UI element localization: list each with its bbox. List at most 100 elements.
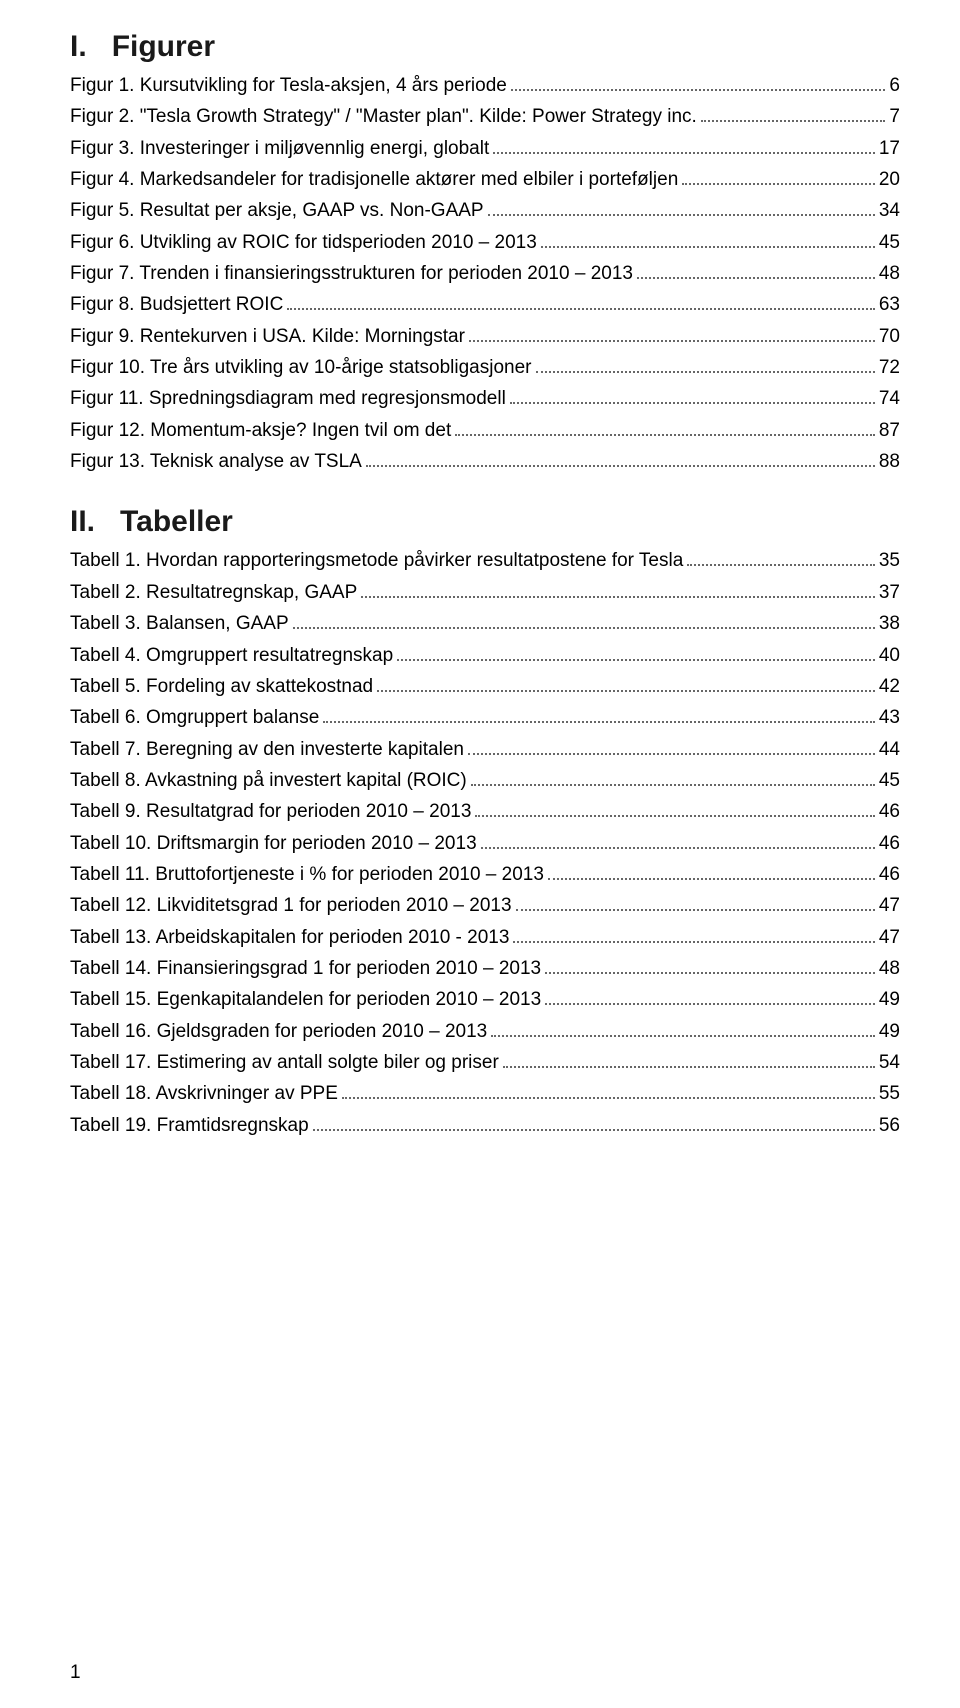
toc-label: Figur 11. Spredningsdiagram med regresjo…: [70, 383, 506, 414]
leader-dots: [455, 419, 875, 436]
toc-entry: Tabell 2. Resultatregnskap, GAAP 37: [70, 577, 900, 608]
toc-label: Figur 10. Tre års utvikling av 10-årige …: [70, 352, 532, 383]
section-heading-figurer: I. Figurer: [70, 30, 900, 64]
toc-entry: Tabell 12. Likviditetsgrad 1 for periode…: [70, 890, 900, 921]
toc-list-tabeller: Tabell 1. Hvordan rapporteringsmetode på…: [70, 545, 900, 1141]
leader-dots: [516, 894, 875, 911]
leader-dots: [323, 706, 875, 723]
leader-dots: [313, 1113, 875, 1130]
leader-dots: [475, 800, 874, 817]
toc-label: Tabell 10. Driftsmargin for perioden 201…: [70, 828, 477, 859]
leader-dots: [548, 863, 875, 880]
toc-page: 48: [879, 258, 900, 289]
leader-dots: [536, 356, 875, 373]
toc-entry: Figur 11. Spredningsdiagram med regresjo…: [70, 383, 900, 414]
leader-dots: [513, 925, 874, 942]
toc-label: Tabell 4. Omgruppert resultatregnskap: [70, 640, 393, 671]
leader-dots: [541, 231, 875, 248]
leader-dots: [682, 168, 875, 185]
toc-page: 7: [889, 101, 900, 132]
toc-label: Tabell 13. Arbeidskapitalen for perioden…: [70, 922, 509, 953]
section-title-1: Figurer: [112, 30, 215, 63]
toc-page: 37: [879, 577, 900, 608]
toc-label: Tabell 2. Resultatregnskap, GAAP: [70, 577, 357, 608]
toc-entry: Figur 3. Investeringer i miljøvennlig en…: [70, 133, 900, 164]
leader-dots: [511, 74, 886, 91]
toc-page: 45: [879, 765, 900, 796]
toc-page: 56: [879, 1110, 900, 1141]
toc-entry: Figur 2. "Tesla Growth Strategy" / "Mast…: [70, 101, 900, 132]
toc-label: Tabell 14. Finansieringsgrad 1 for perio…: [70, 953, 541, 984]
document-page: I. Figurer Figur 1. Kursutvikling for Te…: [0, 0, 960, 1708]
leader-dots: [397, 643, 875, 660]
leader-dots: [493, 137, 875, 154]
toc-label: Tabell 8. Avkastning på investert kapita…: [70, 765, 467, 796]
toc-entry: Tabell 3. Balansen, GAAP 38: [70, 608, 900, 639]
toc-page: 49: [879, 1016, 900, 1047]
toc-entry: Tabell 16. Gjeldsgraden for perioden 201…: [70, 1016, 900, 1047]
toc-label: Figur 12. Momentum-aksje? Ingen tvil om …: [70, 415, 451, 446]
toc-page: 46: [879, 828, 900, 859]
toc-label: Tabell 19. Framtidsregnskap: [70, 1110, 309, 1141]
toc-label: Figur 5. Resultat per aksje, GAAP vs. No…: [70, 195, 484, 226]
toc-entry: Tabell 1. Hvordan rapporteringsmetode på…: [70, 545, 900, 576]
toc-label: Tabell 12. Likviditetsgrad 1 for periode…: [70, 890, 512, 921]
toc-label: Figur 6. Utvikling av ROIC for tidsperio…: [70, 227, 537, 258]
toc-entry: Tabell 6. Omgruppert balanse 43: [70, 702, 900, 733]
toc-page: 42: [879, 671, 900, 702]
toc-label: Tabell 16. Gjeldsgraden for perioden 201…: [70, 1016, 487, 1047]
section-heading-tabeller: II. Tabeller: [70, 505, 900, 539]
toc-page: 74: [879, 383, 900, 414]
toc-page: 47: [879, 890, 900, 921]
toc-page: 46: [879, 796, 900, 827]
page-number: 1: [70, 1662, 81, 1684]
toc-page: 63: [879, 289, 900, 320]
leader-dots: [287, 293, 875, 310]
toc-entry: Figur 9. Rentekurven i USA. Kilde: Morni…: [70, 321, 900, 352]
toc-page: 72: [879, 352, 900, 383]
leader-dots: [491, 1019, 875, 1036]
toc-label: Tabell 3. Balansen, GAAP: [70, 608, 289, 639]
toc-page: 49: [879, 984, 900, 1015]
toc-page: 46: [879, 859, 900, 890]
toc-page: 20: [879, 164, 900, 195]
section-roman-2: II.: [70, 505, 95, 538]
toc-label: Figur 2. "Tesla Growth Strategy" / "Mast…: [70, 101, 697, 132]
toc-entry: Tabell 4. Omgruppert resultatregnskap 40: [70, 640, 900, 671]
toc-label: Tabell 1. Hvordan rapporteringsmetode på…: [70, 545, 683, 576]
toc-page: 34: [879, 195, 900, 226]
toc-page: 55: [879, 1078, 900, 1109]
section-title-2: Tabeller: [120, 505, 233, 538]
toc-page: 40: [879, 640, 900, 671]
toc-label: Tabell 15. Egenkapitalandelen for period…: [70, 984, 541, 1015]
toc-label: Tabell 7. Beregning av den investerte ka…: [70, 734, 464, 765]
toc-label: Tabell 18. Avskrivninger av PPE: [70, 1078, 338, 1109]
toc-entry: Tabell 11. Bruttofortjeneste i % for per…: [70, 859, 900, 890]
leader-dots: [481, 831, 875, 848]
toc-label: Figur 7. Trenden i finansieringsstruktur…: [70, 258, 633, 289]
leader-dots: [366, 450, 875, 467]
toc-page: 43: [879, 702, 900, 733]
leader-dots: [469, 325, 875, 342]
toc-entry: Tabell 17. Estimering av antall solgte b…: [70, 1047, 900, 1078]
toc-page: 87: [879, 415, 900, 446]
toc-entry: Tabell 8. Avkastning på investert kapita…: [70, 765, 900, 796]
toc-page: 6: [889, 70, 900, 101]
toc-page: 44: [879, 734, 900, 765]
leader-dots: [468, 737, 875, 754]
leader-dots: [471, 769, 875, 786]
leader-dots: [701, 105, 886, 122]
toc-entry: Figur 10. Tre års utvikling av 10-årige …: [70, 352, 900, 383]
section-roman-1: I.: [70, 30, 87, 63]
toc-entry: Figur 8. Budsjettert ROIC63: [70, 289, 900, 320]
toc-page: 88: [879, 446, 900, 477]
toc-entry: Figur 4. Markedsandeler for tradisjonell…: [70, 164, 900, 195]
leader-dots: [510, 387, 875, 404]
leader-dots: [545, 957, 875, 974]
toc-entry: Figur 1. Kursutvikling for Tesla-aksjen,…: [70, 70, 900, 101]
toc-page: 38: [879, 608, 900, 639]
toc-page: 70: [879, 321, 900, 352]
toc-label: Figur 3. Investeringer i miljøvennlig en…: [70, 133, 489, 164]
toc-label: Tabell 6. Omgruppert balanse: [70, 702, 319, 733]
toc-page: 47: [879, 922, 900, 953]
